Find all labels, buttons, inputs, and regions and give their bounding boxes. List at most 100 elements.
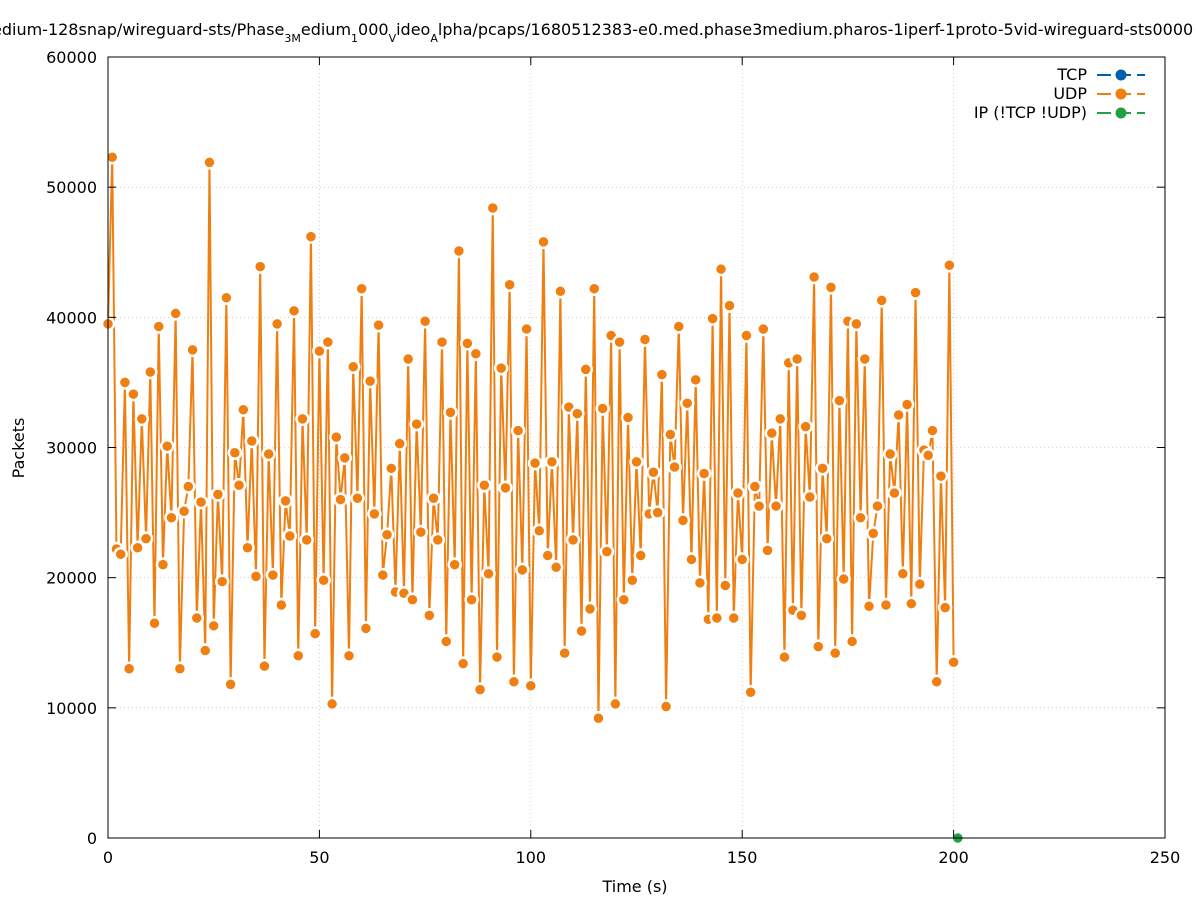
data-point-udp [532,523,547,539]
data-point-udp [320,334,336,350]
y-tick-label: 50000 [46,178,97,197]
data-point-udp [819,531,835,546]
data-point-udp [409,416,424,432]
x-tick-label: 0 [103,848,113,867]
data-point-udp [633,548,648,563]
data-point-udp [214,574,230,589]
y-tick-label: 20000 [46,569,97,588]
data-point-udp [307,626,323,641]
data-point-udp [443,405,458,420]
data-point-udp [722,298,737,313]
data-point-udp [155,557,171,572]
data-point-udp [692,575,708,591]
data-point-udp [515,562,530,578]
legend-label-ip-tcp-udp: IP (!TCP !UDP) [974,103,1087,122]
data-point-udp [904,596,919,611]
data-point-udp [185,342,200,358]
data-point-udp [937,600,953,615]
data-point-udp [468,346,484,362]
data-point-udp [252,259,268,274]
data-point-udp [329,429,344,445]
data-point-udp [853,510,868,526]
data-point-udp [671,319,687,334]
data-point-udp [350,491,365,506]
data-point-udp [811,639,826,654]
data-point-udp [523,678,539,693]
data-point-udp [485,200,500,216]
data-point-udp [477,477,492,493]
data-point-udp [688,372,703,388]
chart-title-part-5: lpha/pcaps/1680512383-e0.med.phase3mediu… [438,20,1193,39]
chart-title-sub-1: 3M [284,32,301,45]
data-point-udp [392,436,407,451]
data-point-udp [861,599,877,614]
data-point-udp [168,306,183,321]
data-point-udp [675,513,691,528]
data-point-udp [375,567,391,583]
data-point-udp [827,645,843,661]
data-point-udp [599,544,615,559]
data-point-udp [202,155,217,170]
data-point-udp [574,623,589,639]
data-point-udp [362,373,378,389]
data-point-udp [777,649,792,665]
data-point-udp [527,455,543,471]
legend-label-tcp: TCP [1056,65,1087,84]
data-point-udp [248,569,264,584]
y-tick-label: 10000 [46,699,97,718]
data-point-udp [802,489,818,505]
data-point-udp [164,510,179,526]
data-point-udp [616,592,632,608]
data-point-udp [557,645,572,661]
data-point-udp [189,610,205,626]
chart-title-sub-4: A [430,32,438,45]
data-point-udp [147,615,162,631]
data-point-udp [650,505,665,520]
data-point-udp [227,445,243,460]
data-point-udp [646,464,661,480]
data-point-udp [946,655,961,670]
data-point-udp [595,401,610,416]
data-point-udp [151,319,166,334]
data-point-udp [540,548,555,563]
chart-title-part-3: 000 [358,20,389,39]
data-point-udp [181,479,196,494]
data-point-udp [176,504,192,519]
y-tick-label: 40000 [46,308,97,327]
data-point-udp [760,543,775,558]
data-point-udp [658,699,674,714]
data-point-udp [231,477,247,493]
y-tick-label: 30000 [46,439,97,458]
data-point-udp [333,492,348,507]
data-point-udp [405,592,420,608]
x-tick-label: 150 [727,848,758,867]
data-point-udp [857,351,873,367]
chart-title-part-4: ideo [396,20,430,39]
y-axis-label: Packets [9,418,28,479]
data-point-udp [413,524,429,540]
data-point-udp [709,610,725,626]
data-point-udp [789,351,805,367]
legend-marker-udp [1115,88,1127,100]
data-point-udp [197,643,213,658]
data-point-udp [654,367,670,382]
data-point-udp [705,311,720,326]
data-point-udp [240,540,255,555]
data-point-udp [519,321,534,337]
data-point-udp [265,567,281,583]
data-point-udp [172,661,188,677]
data-point-udp [384,461,399,476]
data-point-udp [134,411,150,427]
data-point-udp [874,293,889,308]
y-tick-label: 0 [87,829,97,848]
data-point-udp [261,446,276,462]
x-axis-label: Time (s) [601,877,667,896]
data-point-udp [464,592,479,608]
data-point-udp [887,485,902,501]
data-point-udp [434,334,450,350]
data-point-udp [730,485,746,501]
data-point-udp [768,498,784,514]
data-point-udp [219,290,234,306]
data-point-udp [257,658,272,674]
legend-marker-ip-tcp-udp [1115,107,1127,119]
